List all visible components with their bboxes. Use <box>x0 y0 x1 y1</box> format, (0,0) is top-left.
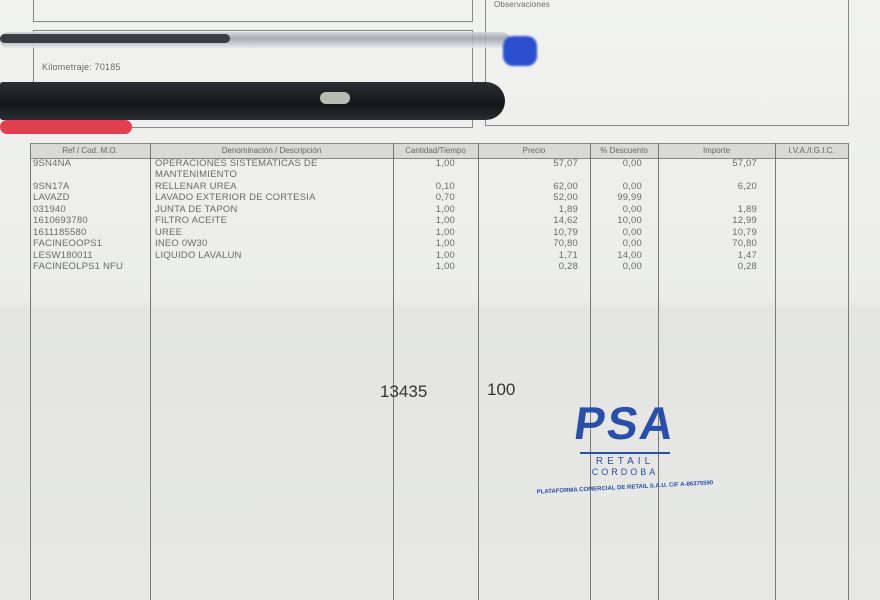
cell-qty: 1,00 <box>435 261 455 272</box>
cell-amount: 1,89 <box>737 203 757 215</box>
column-header: Denominación / Descripción <box>221 146 322 155</box>
cell-ref: FACINEOLPS1 NFU <box>33 261 124 272</box>
cell-qty: 1,00 <box>435 215 455 226</box>
cell-desc: JUNTA DE TAPON <box>155 203 238 215</box>
cell-ref: LESW180011 <box>33 249 93 261</box>
cell-price: 14,62 <box>553 215 578 226</box>
cell-disc: 0,00 <box>622 261 642 272</box>
observaciones-box <box>485 0 849 126</box>
cell-ref: LAVAZD <box>33 192 70 203</box>
blue-pen-cap <box>503 36 537 66</box>
cell-price: 57,07 <box>553 158 578 169</box>
cell-qty: 1,00 <box>435 226 455 238</box>
cell-desc: FILTRO ACEITE <box>155 215 228 226</box>
cell-price: 10,79 <box>553 226 578 238</box>
stamp-retail: RETAIL <box>595 456 655 467</box>
cell-price: 52,00 <box>553 192 578 203</box>
black-pen <box>0 82 505 120</box>
cell-disc: 0,00 <box>622 180 642 192</box>
cell-price: 1,89 <box>558 203 578 215</box>
cell-ref: 9SN17A <box>33 180 70 192</box>
cell-amount: 10,79 <box>732 226 757 238</box>
cell-ref: 1611185580 <box>33 226 87 238</box>
cell-qty: 1,00 <box>435 238 455 249</box>
column-header: Importe <box>702 146 731 155</box>
cell-price: 1,71 <box>558 249 578 261</box>
cell-amount: 1,47 <box>737 249 757 261</box>
column-header: % Descuento <box>600 146 648 155</box>
cell-disc: 0,00 <box>622 203 642 215</box>
cell-desc: LAVADO EXTERIOR DE CORTESIA <box>155 192 316 203</box>
stamp-city: CORDOBA <box>591 467 659 477</box>
cell-ref: 9SN4NA <box>33 158 72 169</box>
cell-qty: 1,00 <box>435 158 455 169</box>
cell-desc: RELLENAR UREA <box>155 180 237 192</box>
kilometraje: Kilometraje: 70185 <box>42 62 121 72</box>
psa-logo: PSA <box>571 397 679 449</box>
psa-retail-stamp: PSA RETAIL CORDOBA PLATAFORMA COMERCIAL … <box>490 397 760 496</box>
cell-amount: 70,80 <box>732 238 757 249</box>
cell-amount: 12,99 <box>732 215 757 226</box>
cell-ref: FACINEOOPS1 <box>33 238 103 249</box>
pen-ink-tube <box>0 34 230 43</box>
info-box <box>33 30 473 128</box>
cell-price: 70,80 <box>553 238 578 249</box>
cell-qty: 0,10 <box>435 180 455 192</box>
cell-ref: 1610693780 <box>33 215 88 226</box>
cell-price: 0,28 <box>558 261 578 272</box>
column-header: Cantidad/Tiempo <box>405 146 466 155</box>
cell-qty: 1,00 <box>435 249 455 261</box>
cell-disc: 0,00 <box>622 238 642 249</box>
cell-qty: 0,70 <box>435 192 455 203</box>
cell-price: 62,00 <box>553 180 578 192</box>
cell-desc: INEO 0W30 <box>155 238 208 249</box>
cell-amount: 6,20 <box>737 180 757 192</box>
column-header: Precio <box>522 146 546 155</box>
cell-disc: 0,00 <box>622 226 642 238</box>
cell-disc: 99,99 <box>617 192 642 203</box>
cell-disc: 10,00 <box>617 215 642 226</box>
cell-amount: 0,28 <box>737 261 757 272</box>
overlay-value-1: 13435 <box>380 382 428 401</box>
cell-disc: 14,00 <box>617 249 642 261</box>
cell-desc: LIQUIDO LAVALUN <box>155 249 242 261</box>
top-left-box <box>33 0 473 22</box>
column-header: Ref / Cod. M.O. <box>62 146 118 155</box>
red-pen <box>0 120 132 134</box>
pen-clip <box>320 92 350 104</box>
cell-amount: 57,07 <box>732 158 757 169</box>
cell-ref: 031940 <box>33 203 66 215</box>
column-header: I.V.A./I.G.I.C. <box>788 146 835 155</box>
cell-desc2: MANTENIMIENTO <box>155 169 238 180</box>
cell-disc: 0,00 <box>622 158 642 169</box>
overlay-value-2: 100 <box>487 380 516 399</box>
table-header <box>30 143 848 159</box>
cell-desc: OPERACIONES SISTEMATICAS DE <box>155 158 318 169</box>
observaciones-label: Observaciones <box>494 0 550 9</box>
cell-qty: 1,00 <box>435 203 455 215</box>
cell-desc: UREE <box>155 226 183 238</box>
